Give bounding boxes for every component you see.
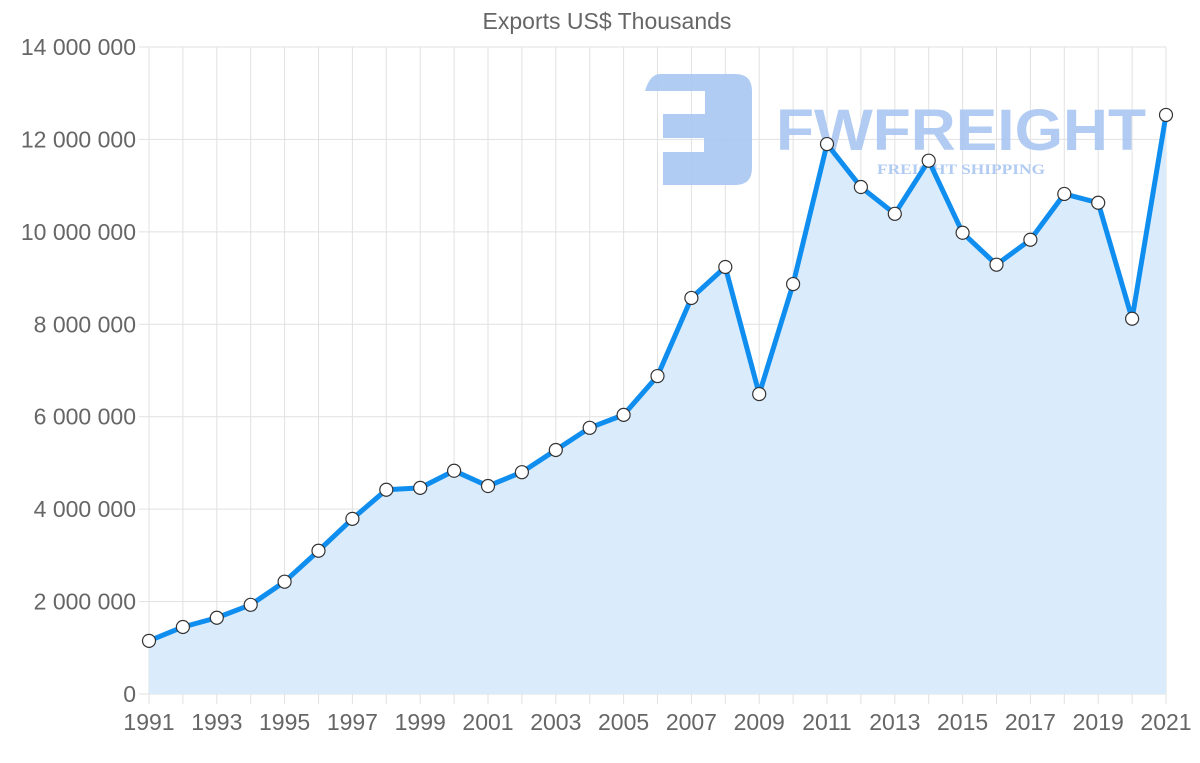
y-tick-label: 0 [123,681,136,707]
y-tick-label: 8 000 000 [34,311,136,337]
data-point[interactable] [752,386,767,402]
logo-mark-icon [645,74,752,185]
watermark-brand: FWFREIGHT [776,98,1146,163]
data-point[interactable] [718,259,733,275]
data-point[interactable] [921,153,936,168]
x-tick-label: 2011 [802,709,851,735]
data-point[interactable] [1091,195,1106,210]
x-tick-label: 1999 [395,709,446,735]
data-point[interactable] [853,179,869,195]
data-point[interactable] [480,478,496,494]
data-point[interactable] [1023,232,1038,247]
y-tick-label: 14 000 000 [21,34,136,60]
x-tick-label: 2001 [462,709,513,735]
data-point[interactable] [141,633,157,648]
x-axis: 1991 1993 1995 1997 1999 2001 2003 2005 2007 2009… [123,709,1191,735]
data-point[interactable] [955,225,970,240]
data-point[interactable] [989,257,1004,272]
data-point[interactable] [447,463,462,478]
x-tick-label: 2003 [530,709,581,735]
x-tick-label: 2021 [1140,709,1191,735]
watermark-logo: FWFREIGHT FREIGHT SHIPPING [645,74,1146,185]
x-tick-label: 2005 [598,709,649,735]
data-point[interactable] [209,610,224,625]
data-point[interactable] [379,482,394,497]
data-point[interactable] [345,511,360,526]
x-tick-label: 1997 [327,709,378,735]
y-tick-label: 2 000 000 [34,589,136,615]
data-point[interactable] [175,619,190,635]
x-tick-label: 2017 [1005,709,1056,735]
data-point[interactable] [582,420,597,435]
x-tick-label: 2015 [937,709,988,735]
x-tick-label: 2009 [734,709,785,735]
chart-title: Exports US$ Thousands [482,8,732,34]
watermark-tagline: FREIGHT SHIPPING [877,162,1045,178]
data-point[interactable] [311,543,326,558]
data-point[interactable] [650,368,665,384]
data-point[interactable] [243,597,258,612]
y-tick-label: 4 000 000 [34,496,136,522]
x-tick-label: 1995 [259,709,310,735]
x-tick-label: 2007 [666,709,717,735]
data-point[interactable] [1057,186,1072,202]
data-point[interactable] [1124,311,1140,326]
y-tick-label: 12 000 000 [21,126,136,152]
data-point[interactable] [1158,107,1174,123]
series-area-fill [149,114,1166,694]
data-point[interactable] [413,480,428,495]
y-tick-label: 10 000 000 [21,219,136,245]
data-point[interactable] [819,136,835,152]
data-point[interactable] [616,407,631,422]
x-tick-label: 1991 [123,709,174,735]
data-point[interactable] [887,206,902,221]
data-point[interactable] [785,276,801,292]
data-point[interactable] [684,290,699,306]
data-point[interactable] [277,574,292,589]
data-point[interactable] [514,465,530,480]
x-tick-label: 2013 [869,709,920,735]
data-point[interactable] [548,442,563,458]
y-axis: 0 2 000 000 4 000 000 6 000 000 8 000 000 10 … [21,34,136,707]
x-tick-label: 2019 [1073,709,1124,735]
data-points [141,107,1174,648]
x-tick-label: 1993 [191,709,242,735]
y-tick-label: 6 000 000 [34,404,136,430]
